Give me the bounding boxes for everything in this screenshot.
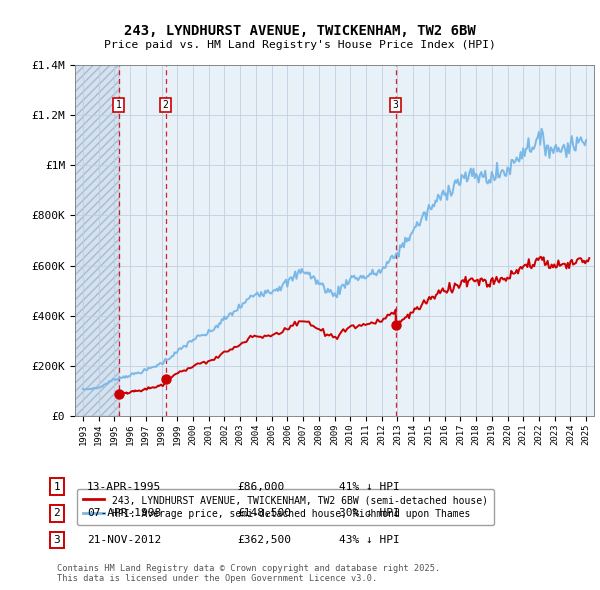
Text: 3: 3 [393,100,398,110]
Text: 2: 2 [53,509,61,518]
Text: 30% ↓ HPI: 30% ↓ HPI [339,509,400,518]
Text: Contains HM Land Registry data © Crown copyright and database right 2025.
This d: Contains HM Land Registry data © Crown c… [57,563,440,583]
Text: £362,500: £362,500 [237,535,291,545]
Text: 243, LYNDHURST AVENUE, TWICKENHAM, TW2 6BW: 243, LYNDHURST AVENUE, TWICKENHAM, TW2 6… [124,24,476,38]
Text: 41% ↓ HPI: 41% ↓ HPI [339,482,400,491]
Text: 13-APR-1995: 13-APR-1995 [87,482,161,491]
Legend: 243, LYNDHURST AVENUE, TWICKENHAM, TW2 6BW (semi-detached house), HPI: Average p: 243, LYNDHURST AVENUE, TWICKENHAM, TW2 6… [77,489,494,525]
Text: 21-NOV-2012: 21-NOV-2012 [87,535,161,545]
Text: 1: 1 [116,100,122,110]
Text: £86,000: £86,000 [237,482,284,491]
Text: 3: 3 [53,535,61,545]
Bar [75,65,119,416]
Text: 2: 2 [163,100,169,110]
Text: 07-APR-1998: 07-APR-1998 [87,509,161,518]
Bar [75,65,119,416]
Text: 43% ↓ HPI: 43% ↓ HPI [339,535,400,545]
Text: £148,500: £148,500 [237,509,291,518]
Text: 1: 1 [53,482,61,491]
Text: Price paid vs. HM Land Registry's House Price Index (HPI): Price paid vs. HM Land Registry's House … [104,40,496,50]
